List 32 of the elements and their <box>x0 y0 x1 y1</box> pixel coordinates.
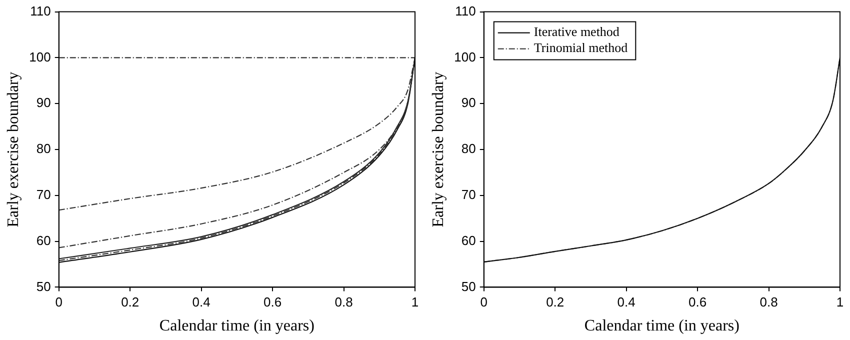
y-tick-label: 90 <box>36 95 51 110</box>
x-tick-label: 0.6 <box>264 294 282 310</box>
x-tick-label: 0.8 <box>760 294 778 310</box>
y-tick-label: 110 <box>455 3 476 18</box>
y-tick-label: 80 <box>36 141 51 156</box>
y-tick-label: 60 <box>36 232 51 248</box>
x-tick-label: 0.2 <box>121 294 140 310</box>
x-tick-label: 0.2 <box>546 294 564 310</box>
x-tick-label: 0.6 <box>688 294 707 310</box>
y-tick-label: 110 <box>30 3 51 18</box>
y-tick-label: 60 <box>461 232 476 248</box>
x-tick-label: 0.4 <box>192 294 210 310</box>
y-axis-title: Early exercise boundary <box>430 72 447 228</box>
y-tick-label: 70 <box>36 186 51 202</box>
y-axis-title: Early exercise boundary <box>4 72 22 228</box>
x-tick-label: 1 <box>836 294 844 310</box>
x-axis-title: Calendar time (in years) <box>159 318 314 335</box>
x-tick-label: 0 <box>480 294 488 310</box>
y-tick-label: 80 <box>461 141 476 156</box>
y-tick-label: 90 <box>461 95 476 110</box>
y-tick-label: 100 <box>454 49 476 64</box>
x-tick-label: 0.4 <box>617 294 636 310</box>
x-axis-title: Calendar time (in years) <box>584 318 740 335</box>
x-tick-label: 1 <box>411 294 419 310</box>
x-tick-label: 0.8 <box>334 294 353 310</box>
y-tick-label: 50 <box>36 278 51 294</box>
legend-label: Iterative method <box>534 24 620 40</box>
legend-label: Trinomial method <box>534 40 628 56</box>
x-tick-label: 0 <box>55 294 63 310</box>
y-tick-label: 100 <box>29 49 51 64</box>
y-tick-label: 50 <box>461 278 476 294</box>
y-tick-label: 70 <box>461 186 476 202</box>
